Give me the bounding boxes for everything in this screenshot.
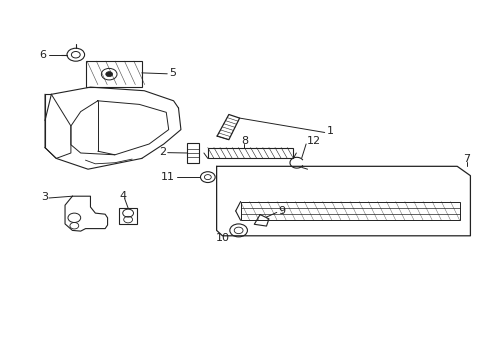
Text: 4: 4: [120, 191, 126, 201]
Bar: [119, 208, 137, 224]
Text: 10: 10: [215, 233, 229, 243]
Text: 2: 2: [159, 147, 166, 157]
Text: 12: 12: [306, 136, 321, 146]
Text: 9: 9: [277, 206, 285, 216]
Bar: [240, 202, 459, 220]
Text: 11: 11: [161, 172, 175, 182]
Bar: [187, 143, 199, 163]
Text: 1: 1: [326, 126, 333, 136]
Bar: [85, 61, 142, 87]
Circle shape: [105, 72, 112, 77]
Text: 6: 6: [40, 50, 46, 60]
Text: 8: 8: [241, 136, 247, 146]
Text: 3: 3: [41, 192, 48, 202]
Text: 5: 5: [168, 68, 175, 78]
Bar: [207, 148, 293, 158]
Text: 7: 7: [463, 154, 469, 164]
